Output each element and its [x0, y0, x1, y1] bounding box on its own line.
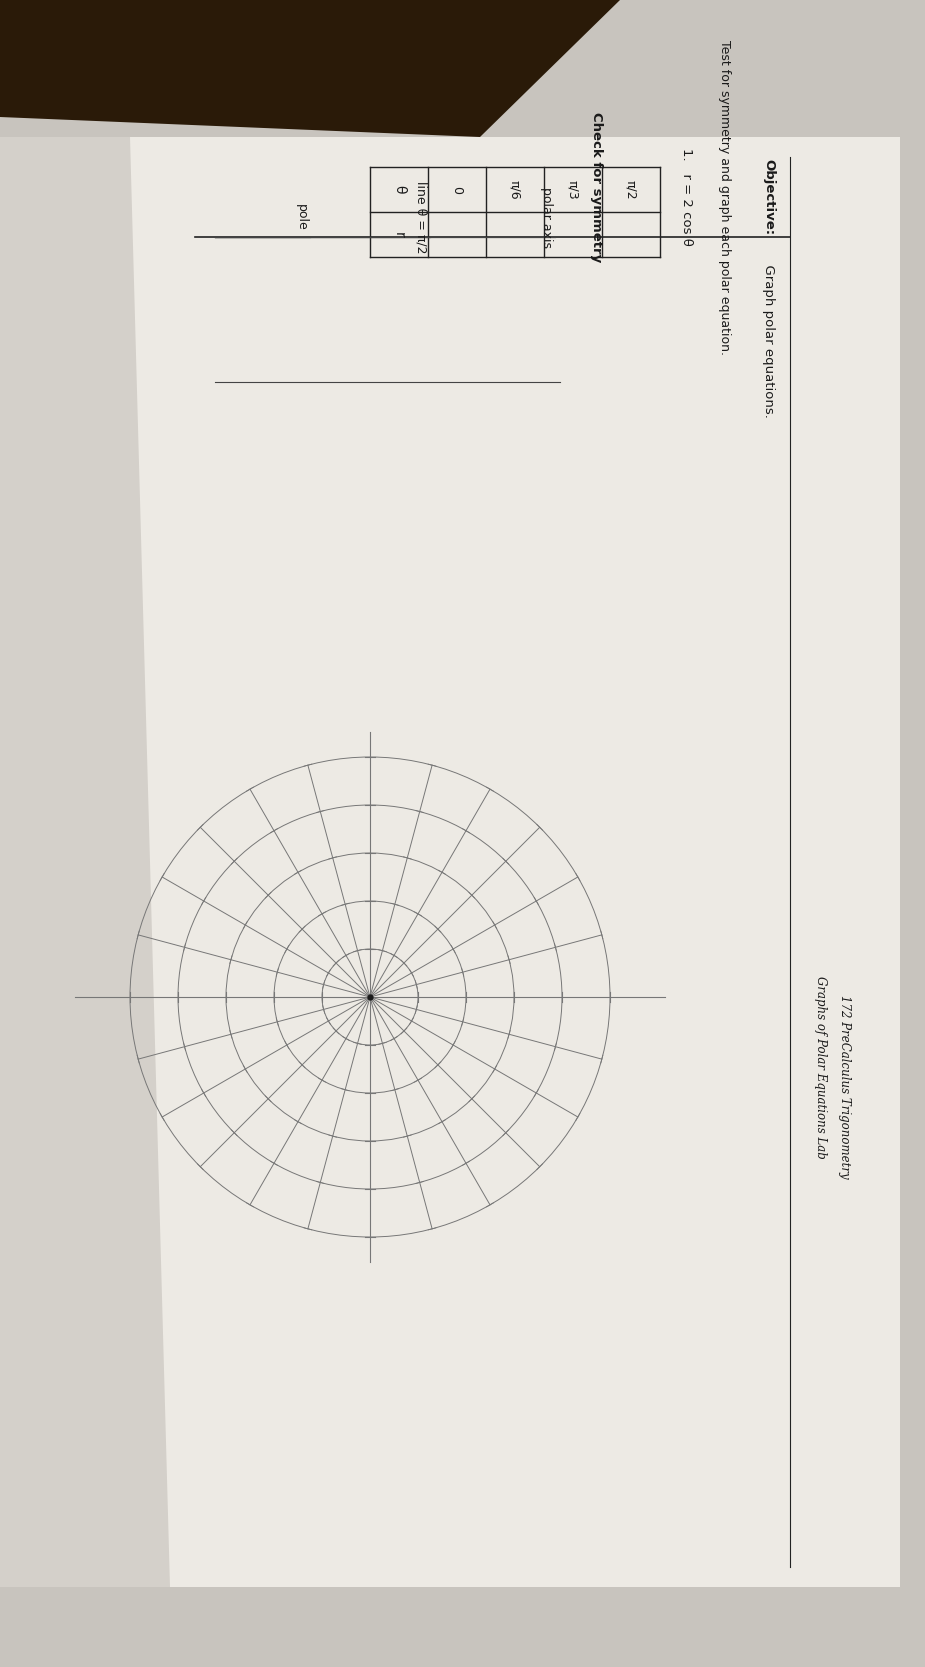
Text: Test for symmetry and graph each polar equation.: Test for symmetry and graph each polar e…: [718, 40, 731, 355]
Text: Graph polar equations.: Graph polar equations.: [762, 257, 775, 418]
Text: Objective:: Objective:: [762, 158, 775, 235]
Text: 0: 0: [450, 185, 463, 193]
Text: π/2: π/2: [624, 180, 637, 200]
Text: π/6: π/6: [509, 180, 522, 200]
Polygon shape: [0, 137, 230, 1587]
Text: polar axis: polar axis: [540, 187, 553, 247]
Text: Graphs of Polar Equations Lab: Graphs of Polar Equations Lab: [813, 975, 827, 1159]
Text: r: r: [392, 232, 406, 237]
Text: θ: θ: [392, 185, 406, 193]
Polygon shape: [0, 0, 620, 137]
Text: 1.   r = 2 cos θ: 1. r = 2 cos θ: [680, 148, 693, 247]
Text: Check for symmetry: Check for symmetry: [590, 112, 603, 262]
Polygon shape: [130, 137, 900, 1587]
Text: π/3: π/3: [566, 180, 579, 200]
Text: 172 PreCalculus Trigonometry: 172 PreCalculus Trigonometry: [838, 995, 852, 1179]
Text: pole: pole: [295, 203, 308, 230]
Text: line θ = π/2: line θ = π/2: [415, 180, 428, 253]
